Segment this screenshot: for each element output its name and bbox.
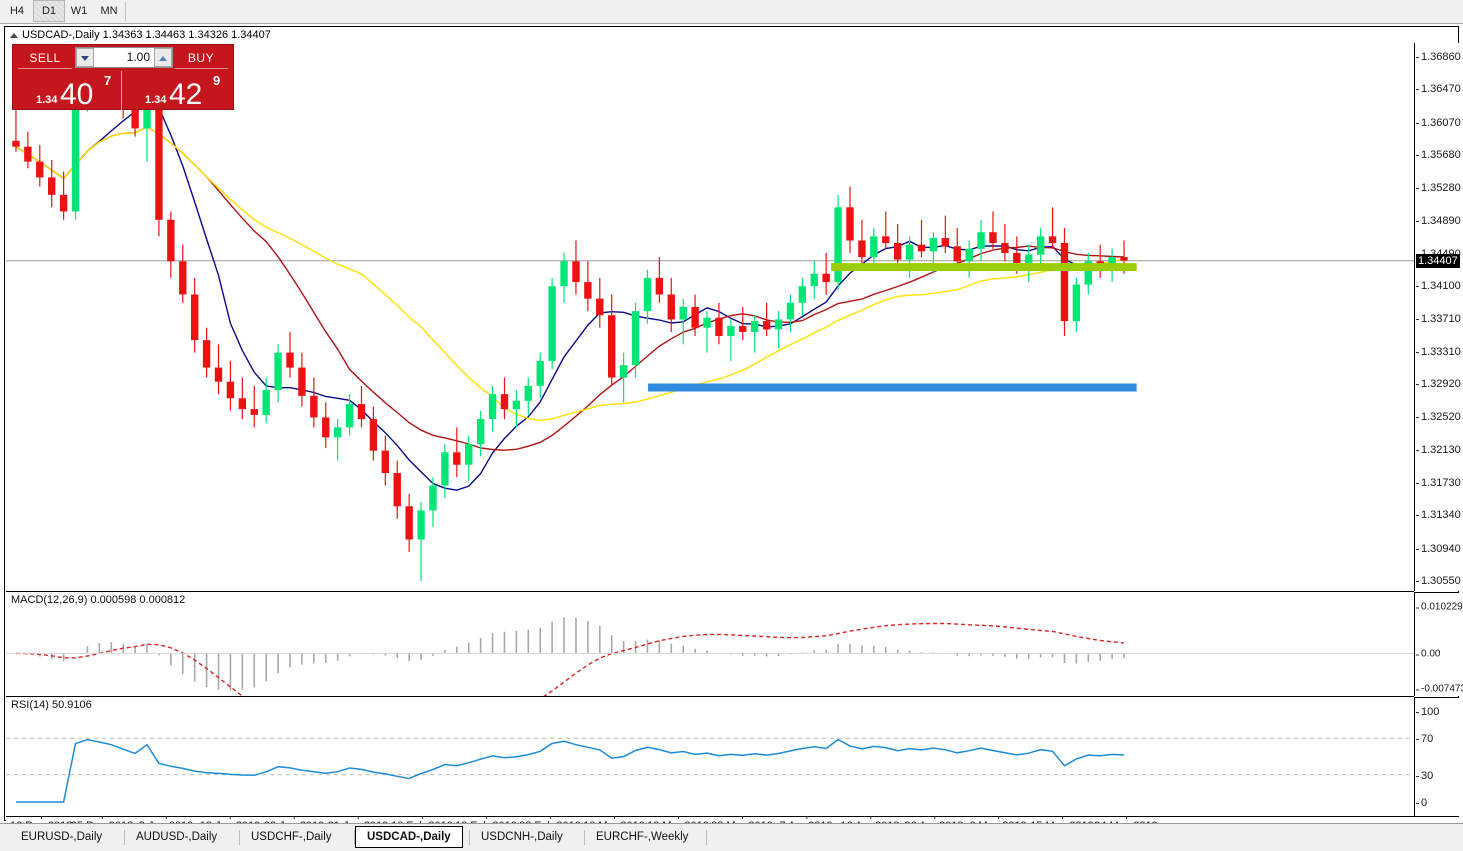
timeframe-toolbar: H4 D1 W1 MN bbox=[0, 0, 1463, 24]
macd-tick: 0.010229 bbox=[1416, 601, 1463, 613]
lot-size-value: 1.00 bbox=[126, 50, 150, 64]
price-tick: 1.30940 bbox=[1416, 542, 1461, 555]
lot-decrease-button[interactable] bbox=[76, 48, 94, 67]
chart-tab-audusd[interactable]: AUDUSD-,Daily bbox=[136, 831, 218, 843]
chevron-down-icon bbox=[81, 56, 89, 61]
rsi-chart-svg bbox=[6, 737, 1414, 803]
bid-quote[interactable]: 1.34 40 7 bbox=[14, 71, 122, 111]
buy-button[interactable]: BUY bbox=[174, 48, 228, 69]
rsi-tick: 100 bbox=[1415, 706, 1440, 718]
bid-price-fraction: 7 bbox=[104, 73, 112, 88]
rsi-tick: 70 bbox=[1415, 733, 1434, 746]
chart-title-row: USDCAD-,Daily 1.34363 1.34463 1.34326 1.… bbox=[6, 28, 1420, 43]
chart-tab-bar: EURUSD-,Daily AUDUSD-,Daily USDCHF-,Daily U… bbox=[0, 823, 1463, 851]
price-tick: 1.35680 bbox=[1416, 148, 1461, 161]
chart-tab-usdcad[interactable]: USDCAD-,Daily bbox=[355, 826, 463, 848]
trade-controls-row: SELL 1.00 BUY bbox=[13, 45, 233, 71]
price-tick: 1.36070 bbox=[1416, 116, 1461, 129]
lot-size-stepper[interactable]: 1.00 bbox=[75, 47, 173, 68]
chart-area: USDCAD-,Daily 1.34363 1.34463 1.34326 1.… bbox=[4, 26, 1463, 839]
quote-row: 1.34 40 7 1.34 42 9 bbox=[13, 71, 233, 111]
toolbar-divider bbox=[125, 2, 126, 21]
price-tick: 1.31730 bbox=[1416, 477, 1461, 489]
ask-price-fraction: 9 bbox=[213, 73, 221, 88]
chart-tab-eurchf[interactable]: EURCHF-,Weekly bbox=[596, 831, 689, 843]
price-chart-svg bbox=[6, 53, 1414, 581]
macd-chart-svg bbox=[6, 617, 1414, 696]
current-price-tag: 1.34407 bbox=[1416, 253, 1460, 268]
macd-tick: 0.00 bbox=[1415, 648, 1441, 660]
collapse-triangle-icon[interactable] bbox=[10, 32, 18, 38]
macd-tick: -0.007473 bbox=[1415, 684, 1463, 695]
rsi-tick: 0 bbox=[1415, 797, 1428, 809]
ask-price-pips: 42 bbox=[169, 78, 203, 111]
price-tick: 1.34100 bbox=[1416, 280, 1461, 293]
macd-label: MACD(12,26,9) 0.000598 0.000812 bbox=[11, 594, 186, 606]
rsi-label: RSI(14) 50.9106 bbox=[11, 699, 92, 711]
price-tick: 1.35280 bbox=[1416, 182, 1461, 195]
tab-divider bbox=[239, 830, 240, 845]
macd-pane[interactable]: MACD(12,26,9) 0.000598 0.000812 bbox=[6, 592, 1414, 697]
timeframe-w1[interactable]: W1 bbox=[70, 5, 88, 17]
rsi-scale[interactable]: 100 70 30 0 bbox=[1414, 697, 1459, 816]
chart-tab-eurusd[interactable]: EURUSD-,Daily bbox=[21, 831, 103, 843]
price-tick: 1.30550 bbox=[1416, 575, 1461, 587]
sell-button[interactable]: SELL bbox=[18, 48, 72, 69]
bid-price-pips: 40 bbox=[60, 78, 94, 111]
price-scale[interactable]: 1.36860 1.36470 1.36070 1.35680 1.35280 1.348… bbox=[1414, 43, 1461, 591]
price-tick: 1.31340 bbox=[1416, 509, 1461, 522]
chevron-up-icon bbox=[159, 56, 167, 61]
price-tick: 1.33310 bbox=[1416, 345, 1461, 358]
price-pane[interactable] bbox=[6, 43, 1414, 592]
rsi-tick: 30 bbox=[1415, 769, 1434, 782]
price-tick: 1.34890 bbox=[1416, 214, 1461, 227]
tab-divider bbox=[354, 830, 355, 845]
one-click-trading-panel[interactable]: SELL 1.00 BUY 1.34 40 7 1.34 42 9 bbox=[12, 44, 234, 111]
price-tick: 1.32520 bbox=[1416, 411, 1461, 424]
timeframe-d1[interactable]: D1 bbox=[33, 0, 65, 22]
timeframe-h4[interactable]: H4 bbox=[9, 5, 25, 17]
chart-tab-usdcnh[interactable]: USDCNH-,Daily bbox=[481, 831, 563, 843]
lot-increase-button[interactable] bbox=[154, 48, 172, 67]
bid-price-base: 1.34 bbox=[36, 94, 58, 106]
price-tick: 1.32920 bbox=[1416, 378, 1461, 391]
price-tick: 1.36860 bbox=[1416, 51, 1461, 63]
tab-divider bbox=[706, 830, 707, 845]
price-tick: 1.33710 bbox=[1416, 312, 1461, 325]
ask-quote[interactable]: 1.34 42 9 bbox=[125, 71, 232, 111]
page-title: USDCAD-,Daily 1.34363 1.34463 1.34326 1.… bbox=[22, 29, 271, 41]
timeframe-mn[interactable]: MN bbox=[100, 5, 118, 17]
tab-divider bbox=[584, 830, 585, 845]
tab-divider bbox=[124, 830, 125, 845]
price-tick: 1.36470 bbox=[1416, 83, 1461, 96]
chart-tab-usdchf[interactable]: USDCHF-,Daily bbox=[251, 831, 332, 843]
rsi-pane[interactable]: RSI(14) 50.9106 bbox=[6, 697, 1414, 816]
ask-price-base: 1.34 bbox=[145, 94, 167, 106]
price-tick: 1.32130 bbox=[1416, 443, 1461, 456]
tab-divider bbox=[469, 830, 470, 845]
macd-scale[interactable]: 0.010229 0.00 -0.007473 bbox=[1414, 592, 1463, 696]
